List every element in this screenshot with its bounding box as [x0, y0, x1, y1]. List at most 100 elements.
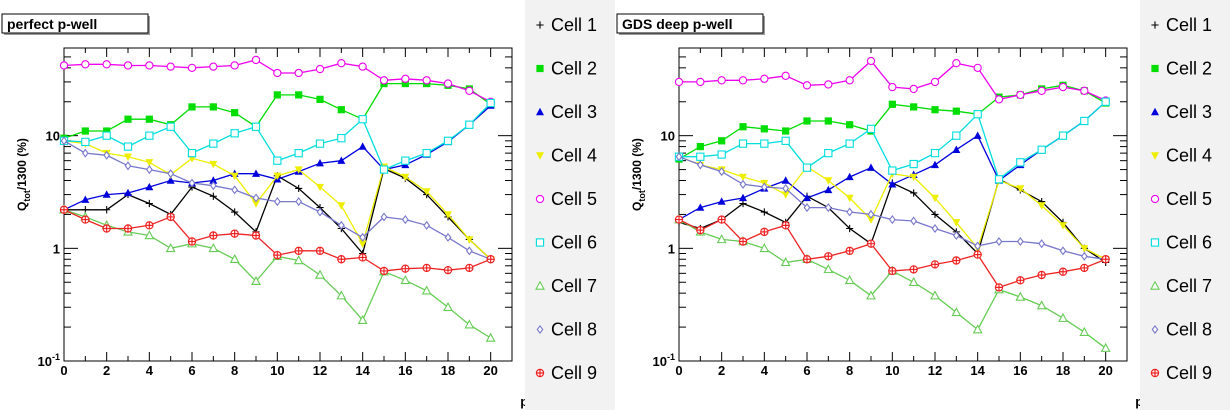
data-point — [401, 215, 409, 225]
series-group — [674, 56, 1111, 352]
marker-cross — [760, 228, 768, 236]
x-tick-label: 12 — [313, 363, 327, 378]
data-point — [952, 107, 960, 115]
data-point — [1058, 82, 1068, 92]
x-tick-label: 14 — [355, 363, 370, 378]
marker-cross — [952, 256, 960, 265]
data-point — [845, 194, 854, 203]
data-point — [294, 68, 303, 78]
marker-cross — [1038, 271, 1046, 279]
data-point — [103, 150, 111, 160]
legend-marker — [1150, 194, 1160, 204]
marker-cross — [782, 221, 790, 229]
data-point — [209, 103, 217, 111]
marker-cross — [316, 247, 324, 255]
legend-entry: Cell 5 — [1150, 189, 1212, 209]
data-point — [760, 74, 769, 83]
data-point — [485, 332, 496, 342]
marker-cross — [167, 213, 175, 221]
x-tick-label: 0 — [675, 363, 682, 378]
data-point — [102, 60, 111, 69]
data-point — [910, 216, 918, 226]
marker-cross — [536, 369, 544, 377]
legend-marker — [536, 64, 544, 73]
series-cell-6 — [59, 98, 495, 174]
data-point — [909, 265, 918, 274]
y-tick-label-base: 1 — [668, 241, 675, 256]
y-tick-label-base: 10 — [46, 129, 60, 144]
data-point — [866, 56, 876, 66]
data-point — [145, 159, 154, 167]
legend-label: Cell 8 — [1166, 320, 1212, 340]
x-tick-label: 6 — [188, 363, 195, 378]
data-point — [930, 290, 940, 300]
x-tick-label: 20 — [1098, 363, 1112, 378]
data-point — [846, 224, 854, 233]
marker-cross — [231, 230, 239, 238]
marker-cross — [910, 265, 918, 274]
legend: Cell 1 Cell 2 Cell 3 Cell 4 Cell 5 Cell 6 Cell… — [1140, 0, 1230, 410]
data-point — [696, 203, 705, 211]
data-point — [124, 115, 132, 123]
data-point — [123, 224, 133, 233]
data-point — [251, 231, 261, 240]
legend-entry: Cell 5 — [535, 189, 597, 209]
y-tick-label-base: 1 — [53, 241, 60, 256]
data-point — [781, 136, 790, 145]
x-tick-label: 20 — [483, 363, 497, 378]
data-point — [316, 207, 324, 217]
y-tick-label: 10 — [661, 129, 675, 144]
data-point — [358, 240, 367, 248]
y-axis-label-main: Q — [630, 202, 644, 211]
data-point — [251, 275, 261, 286]
data-point — [443, 136, 453, 145]
data-point — [1016, 90, 1025, 100]
data-point — [1058, 312, 1068, 322]
data-point — [103, 127, 111, 135]
data-point — [465, 236, 474, 244]
data-point — [696, 225, 705, 235]
series-cell-5 — [674, 56, 1110, 105]
data-point — [166, 62, 175, 71]
data-point — [316, 158, 324, 167]
data-point — [1016, 185, 1025, 193]
data-point — [188, 178, 196, 188]
data-point — [844, 274, 855, 285]
x-axis: 02468101214161820point — [675, 48, 1168, 409]
data-point — [973, 110, 982, 119]
marker-cross — [675, 215, 683, 224]
data-point — [337, 255, 346, 264]
data-point — [824, 185, 833, 194]
data-point — [81, 137, 90, 147]
legend-label: Cell 7 — [1166, 276, 1212, 296]
data-point — [209, 192, 217, 200]
marker-cross — [696, 226, 704, 234]
series-line — [63, 209, 491, 272]
data-point — [1016, 236, 1024, 247]
data-point — [443, 265, 453, 275]
legend-marker — [1151, 64, 1159, 73]
data-point — [782, 127, 790, 135]
data-point — [909, 159, 918, 169]
data-point — [910, 103, 918, 111]
y-tick-label-exponent: -1 — [52, 352, 60, 362]
marker-cross — [465, 264, 473, 272]
marker-cross — [1016, 276, 1024, 284]
data-point — [952, 145, 961, 153]
data-point — [717, 197, 726, 205]
data-point — [316, 183, 324, 192]
data-point — [760, 182, 768, 192]
data-point — [867, 163, 875, 171]
data-point — [230, 61, 239, 70]
legend-entry: Cell 7 — [1150, 276, 1212, 296]
data-point — [781, 191, 790, 199]
plot-frame — [678, 47, 1128, 362]
data-point — [166, 122, 175, 131]
data-point — [209, 176, 218, 184]
x-tick-label: 2 — [103, 363, 110, 378]
legend-entry: Cell 3 — [536, 102, 597, 122]
data-point — [824, 203, 832, 213]
data-point — [81, 127, 89, 135]
data-point — [273, 172, 282, 181]
legend-label: Cell 5 — [551, 189, 597, 209]
